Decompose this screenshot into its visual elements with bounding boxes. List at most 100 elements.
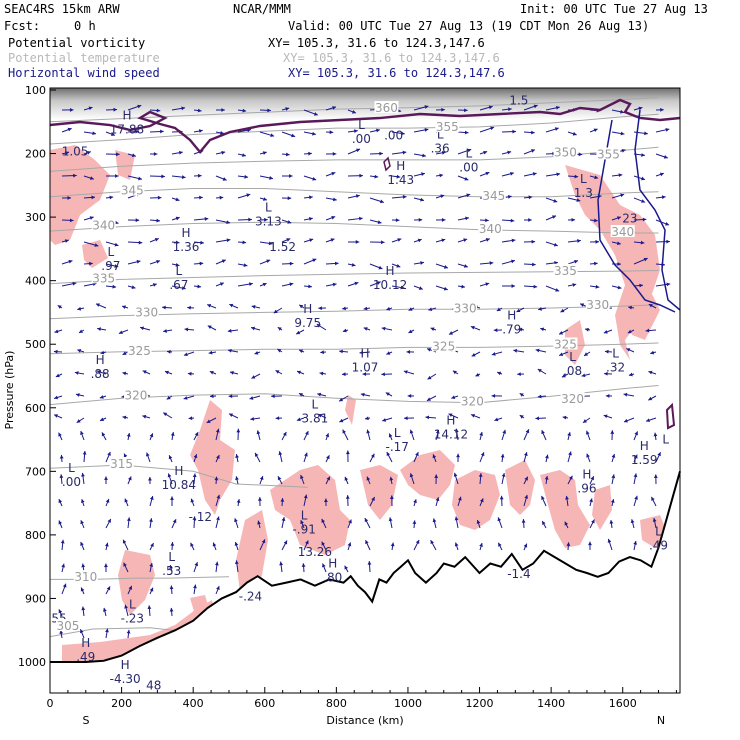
wind-arrow (215, 282, 225, 287)
wind-arrow (127, 285, 136, 289)
wind-arrow (237, 153, 246, 157)
extremum-label: H10.12 (373, 264, 407, 292)
wind-arrow (275, 369, 283, 375)
valid-time: Valid: 00 UTC Tue 27 Aug 13 (19 CDT Mon … (288, 19, 650, 33)
wind-arrow (281, 107, 290, 111)
extremum-label: L3.13 (255, 200, 282, 228)
theta-label-bg (560, 392, 585, 405)
field-pv-name: Potential vorticity (8, 36, 146, 50)
theta-label: 315 (110, 457, 133, 471)
wind-arrow (567, 174, 579, 179)
wind-arrow (209, 370, 217, 375)
wind-arrow (413, 499, 417, 507)
extremum-value: 17.88 (110, 122, 144, 136)
wind-arrow (604, 371, 613, 376)
wind-arrow (105, 174, 119, 178)
wind-arrow (78, 329, 85, 334)
wind-arrow (53, 414, 63, 419)
wind-arrow (523, 218, 532, 222)
wind-arrow (435, 429, 440, 441)
wind-arrow (281, 540, 288, 551)
wind-arrow (435, 173, 444, 178)
extremum-label: L.00 (352, 118, 371, 146)
extremum-type: H (386, 264, 395, 278)
wind-arrow (149, 587, 154, 595)
wind-arrow (457, 108, 468, 113)
wind-arrow (558, 329, 569, 335)
wind-arrow (389, 495, 394, 507)
extremum-label: H.96 (577, 467, 596, 495)
wind-arrow (105, 241, 119, 247)
wind-arrow (74, 371, 85, 375)
theta-label-bg (553, 337, 578, 350)
wind-arrow (303, 238, 314, 243)
wind-arrow (301, 563, 306, 573)
wind-arrow (215, 259, 226, 265)
wind-arrow (457, 284, 466, 289)
field-wind-name: Horizontal wind speed (8, 66, 160, 80)
wind-arrow (105, 107, 118, 112)
wind-arrow (59, 454, 64, 463)
wind-arrow (171, 285, 186, 290)
wind-arrow (187, 371, 195, 376)
wind-arrow (215, 108, 225, 112)
wind-arrow (250, 416, 261, 421)
wind-arrow (303, 258, 317, 265)
wind-arrow (325, 476, 331, 485)
wind-arrow (281, 431, 287, 441)
wind-arrow (347, 148, 361, 155)
wind-arrow (127, 104, 142, 111)
wind-arrow (391, 174, 401, 179)
pv-contour-small (383, 156, 391, 172)
wind-arrow (501, 171, 514, 177)
field-wind-xy: XY= 105.3, 31.6 to 124.3,147.6 (288, 66, 505, 80)
wind-arrow (562, 415, 569, 420)
wind-arrow (633, 217, 647, 222)
wind-arrow (81, 472, 85, 485)
extremum-type: H (96, 353, 105, 367)
wind-arrow (382, 417, 393, 422)
wind-arrow (277, 476, 283, 485)
wind-arrow (296, 370, 305, 375)
wind-arrow (434, 474, 439, 485)
wind-arrow (259, 241, 273, 246)
wind-arrow (347, 263, 356, 267)
extremum-type: L (265, 200, 272, 214)
wind-arrow (413, 285, 424, 290)
extremum-type: L (129, 598, 136, 612)
wind-arrow (523, 451, 528, 463)
wind-arrow (386, 351, 393, 355)
wind-arrow (501, 472, 506, 485)
terrain-line (50, 471, 681, 663)
theta-isoline (50, 221, 659, 234)
extremum-value: 3.81 (302, 411, 329, 425)
wind-arrow (104, 563, 108, 573)
theta-label-bg (91, 218, 116, 231)
wind-arrow (517, 372, 525, 377)
theta-label-bg (431, 339, 456, 352)
wind-arrow (127, 129, 139, 134)
wind-arrow (149, 433, 154, 441)
wind-arrow (589, 284, 600, 289)
wind-arrow (518, 327, 525, 332)
wind-arrow (303, 540, 309, 551)
wind-arrow (149, 152, 158, 156)
wind-arrow (426, 348, 437, 353)
extremum-label: H1.07 (352, 347, 379, 375)
wind-arrow (604, 349, 613, 354)
y-tick-label: 800 (25, 529, 46, 542)
wind-arrow (650, 496, 657, 507)
wind-arrow (237, 174, 249, 179)
wind-arrow (513, 348, 525, 353)
extremum-type: H (446, 413, 455, 427)
wind-arrow (257, 497, 262, 507)
field-pv-xy: XY= 105.3, 31.6 to 124.3,147.6 (268, 36, 485, 50)
wind-arrow (655, 451, 662, 463)
wind-arrow (105, 628, 109, 639)
wind-arrow (171, 106, 186, 111)
wind-arrow (347, 519, 352, 529)
wind-arrow (61, 173, 77, 178)
wind-arrow (448, 329, 459, 335)
wind-arrow (61, 127, 72, 133)
wind-arrow (633, 473, 638, 485)
